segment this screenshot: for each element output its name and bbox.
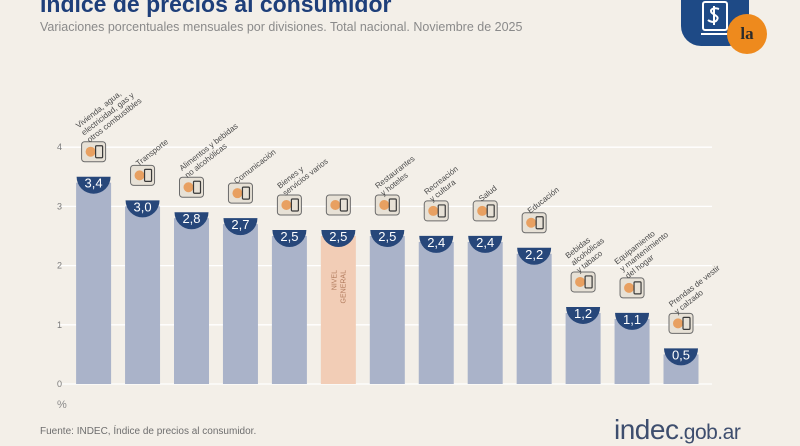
category-label: Transporte bbox=[134, 137, 170, 168]
category-label-line: Educación bbox=[526, 185, 561, 215]
data-label: 2,5 bbox=[329, 229, 347, 244]
bar bbox=[222, 224, 258, 384]
value-badge bbox=[615, 312, 650, 330]
data-label: 0,5 bbox=[672, 347, 690, 362]
logo-main: indec bbox=[614, 414, 679, 445]
category-label: Restaurantesy hoteles bbox=[373, 154, 422, 197]
category-label-line: GENERAL bbox=[340, 270, 347, 304]
category-label: NIVEL GENERAL bbox=[331, 270, 347, 304]
umbrella-icon bbox=[423, 200, 449, 222]
bar bbox=[174, 218, 209, 384]
category-label-line: NIVEL bbox=[331, 270, 338, 290]
bar bbox=[320, 236, 356, 384]
value-badge bbox=[419, 235, 454, 253]
lamp-icon bbox=[619, 277, 645, 299]
logo-suffix: .gob.ar bbox=[678, 421, 741, 444]
data-label: 2,8 bbox=[182, 211, 200, 226]
bar bbox=[369, 236, 405, 384]
category-label: Bienes yservicios varios bbox=[276, 150, 330, 198]
bar bbox=[76, 182, 112, 384]
value-badge bbox=[76, 176, 111, 194]
y-tick-label: 4 bbox=[57, 142, 62, 152]
value-badge bbox=[125, 200, 160, 218]
comb-icon bbox=[276, 194, 302, 216]
category-label: Bebidasalcohólicasy tabaco bbox=[564, 229, 612, 275]
phone-icon bbox=[227, 182, 253, 204]
value-badge bbox=[370, 230, 405, 248]
value-badge bbox=[517, 247, 552, 265]
category-label-line: Comunicación bbox=[232, 147, 277, 185]
value-badge bbox=[223, 218, 258, 236]
bottle-icon bbox=[570, 271, 596, 293]
data-label: 2,4 bbox=[427, 235, 445, 250]
category-label: Comunicación bbox=[232, 147, 277, 185]
data-label: 3,4 bbox=[85, 176, 103, 191]
mixed-goods-icon bbox=[325, 194, 351, 216]
value-badge bbox=[664, 348, 698, 366]
data-label: 2,2 bbox=[525, 247, 543, 262]
value-badge bbox=[174, 212, 209, 230]
value-badge bbox=[272, 230, 307, 248]
food-icon bbox=[179, 176, 204, 198]
chart-title: Índice de precios al consumidor bbox=[40, 0, 392, 17]
y-tick-label: 1 bbox=[57, 320, 62, 330]
bar bbox=[467, 241, 503, 384]
shoe-icon bbox=[668, 312, 694, 334]
data-label: 2,7 bbox=[231, 217, 249, 232]
indec-logo: indec.gob.ar bbox=[614, 414, 741, 446]
category-label-line: Transporte bbox=[134, 137, 170, 168]
data-label: 2,5 bbox=[378, 229, 396, 244]
y-tick-label: 3 bbox=[57, 201, 62, 211]
data-label: 2,5 bbox=[280, 229, 298, 244]
category-label: Educación bbox=[526, 185, 561, 215]
bar bbox=[271, 236, 307, 384]
la-speech-bubble-icon: la bbox=[727, 14, 767, 54]
bar bbox=[565, 312, 601, 384]
bar bbox=[418, 241, 454, 384]
category-label: Recreacióny cultura bbox=[422, 164, 465, 203]
cutlery-icon bbox=[374, 194, 400, 216]
category-label: Alimentos y bebidasno alcohólicas bbox=[178, 122, 245, 180]
medical-cross-icon bbox=[472, 200, 498, 222]
category-label: Equipamientoy mantenimientodel hogar bbox=[613, 223, 676, 281]
bus-icon bbox=[130, 164, 156, 186]
y-tick-label: 0 bbox=[57, 379, 62, 389]
category-label: Prendas de vestiry calzado bbox=[667, 263, 727, 316]
source-note: Fuente: INDEC, Índice de precios al cons… bbox=[40, 426, 257, 437]
data-label: 3,0 bbox=[134, 199, 152, 214]
data-label: 2,4 bbox=[476, 235, 494, 250]
house-bulb-icon bbox=[81, 141, 107, 163]
data-label: 1,2 bbox=[574, 306, 592, 321]
bar bbox=[125, 206, 161, 384]
y-tick-label: 2 bbox=[57, 261, 62, 271]
notebook-icon bbox=[521, 212, 547, 234]
chart-subtitle: Variaciones porcentuales mensuales por d… bbox=[40, 20, 523, 34]
bar bbox=[516, 253, 552, 384]
value-badge bbox=[468, 235, 503, 253]
value-badge bbox=[566, 306, 601, 324]
y-axis-label: % bbox=[57, 399, 67, 411]
value-badge bbox=[321, 230, 356, 248]
data-label: 1,1 bbox=[623, 312, 641, 327]
category-label: Vivienda, agua,electricidad, gas yotros … bbox=[74, 82, 143, 144]
